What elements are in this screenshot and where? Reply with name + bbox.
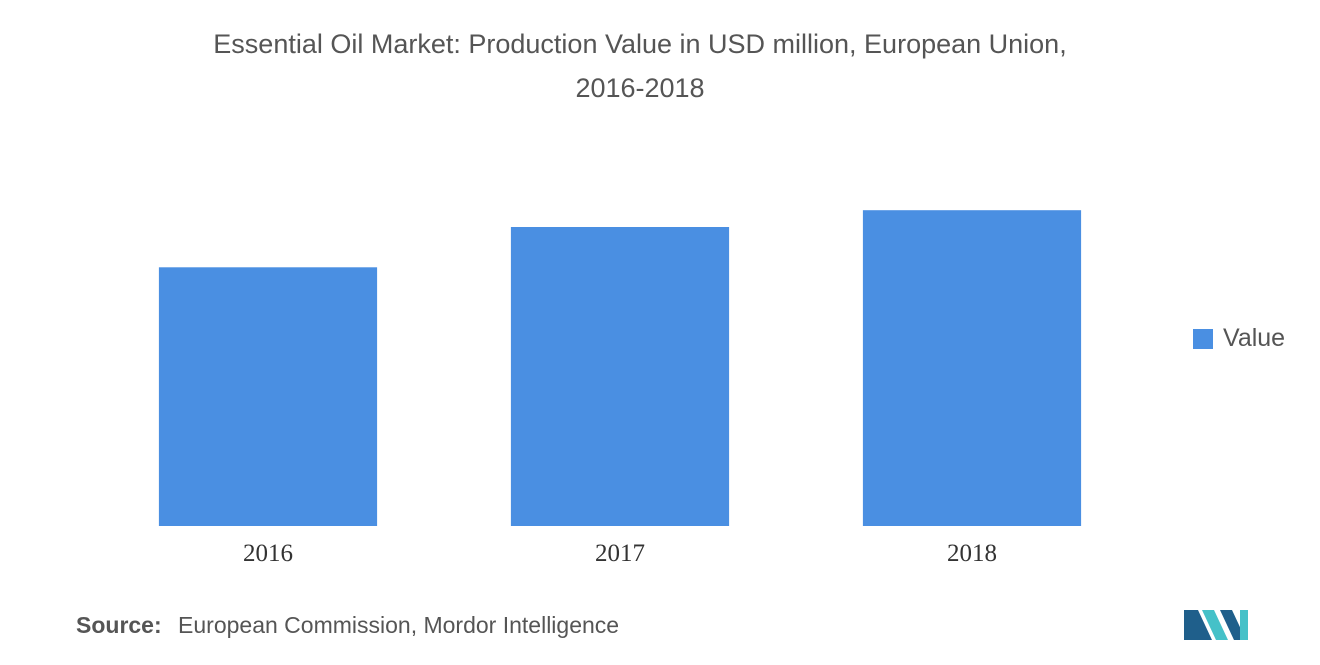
x-tick-label-2017: 2017 bbox=[595, 540, 645, 567]
chart-title: Essential Oil Market: Production Value i… bbox=[40, 22, 1240, 110]
bars-layer bbox=[158, 210, 1082, 526]
bar-2017 bbox=[510, 227, 730, 526]
source-note: Source: European Commission, Mordor Inte… bbox=[76, 612, 619, 639]
logo-shape-bar bbox=[1240, 610, 1248, 640]
x-tick-labels: 2016 2017 2018 bbox=[243, 540, 997, 567]
x-tick-label-2018: 2018 bbox=[947, 540, 997, 567]
bar-2018 bbox=[862, 210, 1082, 526]
logo-shape-right bbox=[1220, 610, 1246, 640]
chart-title-line-2: 2016-2018 bbox=[575, 73, 705, 103]
mordor-intelligence-logo-icon bbox=[1184, 610, 1248, 640]
logo-shape-left bbox=[1184, 610, 1212, 640]
bar-2016 bbox=[158, 267, 378, 526]
legend: Value bbox=[1193, 324, 1285, 353]
logo-shape-middle bbox=[1202, 610, 1228, 640]
source-label: Source: bbox=[76, 612, 162, 638]
legend-label-value: Value bbox=[1223, 324, 1286, 352]
source-text: European Commission, Mordor Intelligence bbox=[178, 612, 620, 638]
chart-title-line-1: Essential Oil Market: Production Value i… bbox=[213, 29, 1067, 59]
x-tick-label-2016: 2016 bbox=[243, 540, 293, 567]
legend-swatch-value bbox=[1193, 328, 1213, 349]
